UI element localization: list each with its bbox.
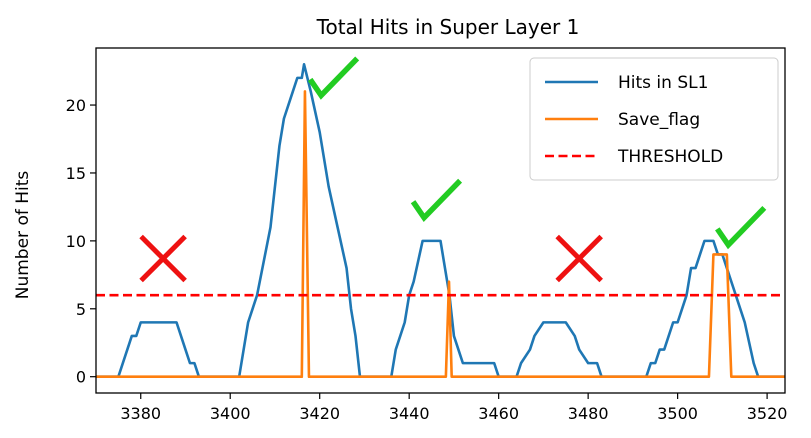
cross-mark-3 [139, 234, 187, 283]
cross-stroke-b [555, 234, 603, 283]
series-group [96, 63, 785, 379]
chart-title: Total Hits in Super Layer 1 [316, 15, 580, 39]
legend-box [529, 57, 779, 181]
series-line-1 [96, 90, 785, 379]
legend-label-0: Hits in SL1 [618, 73, 708, 93]
x-tick-label: 3520 [747, 404, 788, 423]
x-tick-label: 3380 [120, 404, 161, 423]
cross-mark-4 [555, 234, 603, 283]
cross-stroke-b [139, 234, 187, 283]
y-tick-label: 5 [76, 300, 86, 319]
x-tick-label: 3440 [389, 404, 430, 423]
y-axis-label: Number of Hits [13, 171, 33, 300]
plot-area: 3380 3400 3420 3440 3460 3480 3500 3520 0 5 10 15 20 [66, 47, 788, 423]
plot-frame [95, 47, 786, 394]
y-tick-label: 10 [66, 232, 86, 251]
y-tick-label: 20 [66, 96, 86, 115]
x-tick-label: 3400 [210, 404, 251, 423]
legend: Hits in SL1 Save_flag THRESHOLD [529, 57, 779, 181]
x-tick-label: 3420 [299, 404, 340, 423]
legend-label-1: Save_flag [618, 110, 700, 130]
x-tick-label: 3460 [478, 404, 519, 423]
check-mark-0 [307, 56, 360, 100]
legend-label-2: THRESHOLD [617, 147, 723, 167]
x-tick-label: 3500 [657, 404, 698, 423]
y-tick-label: 15 [66, 164, 86, 183]
x-tick-label: 3480 [568, 404, 609, 423]
check-mark-1 [410, 178, 463, 223]
series-line-0 [96, 63, 785, 379]
check-mark-2 [715, 205, 767, 250]
y-tick-label: 0 [76, 368, 86, 387]
